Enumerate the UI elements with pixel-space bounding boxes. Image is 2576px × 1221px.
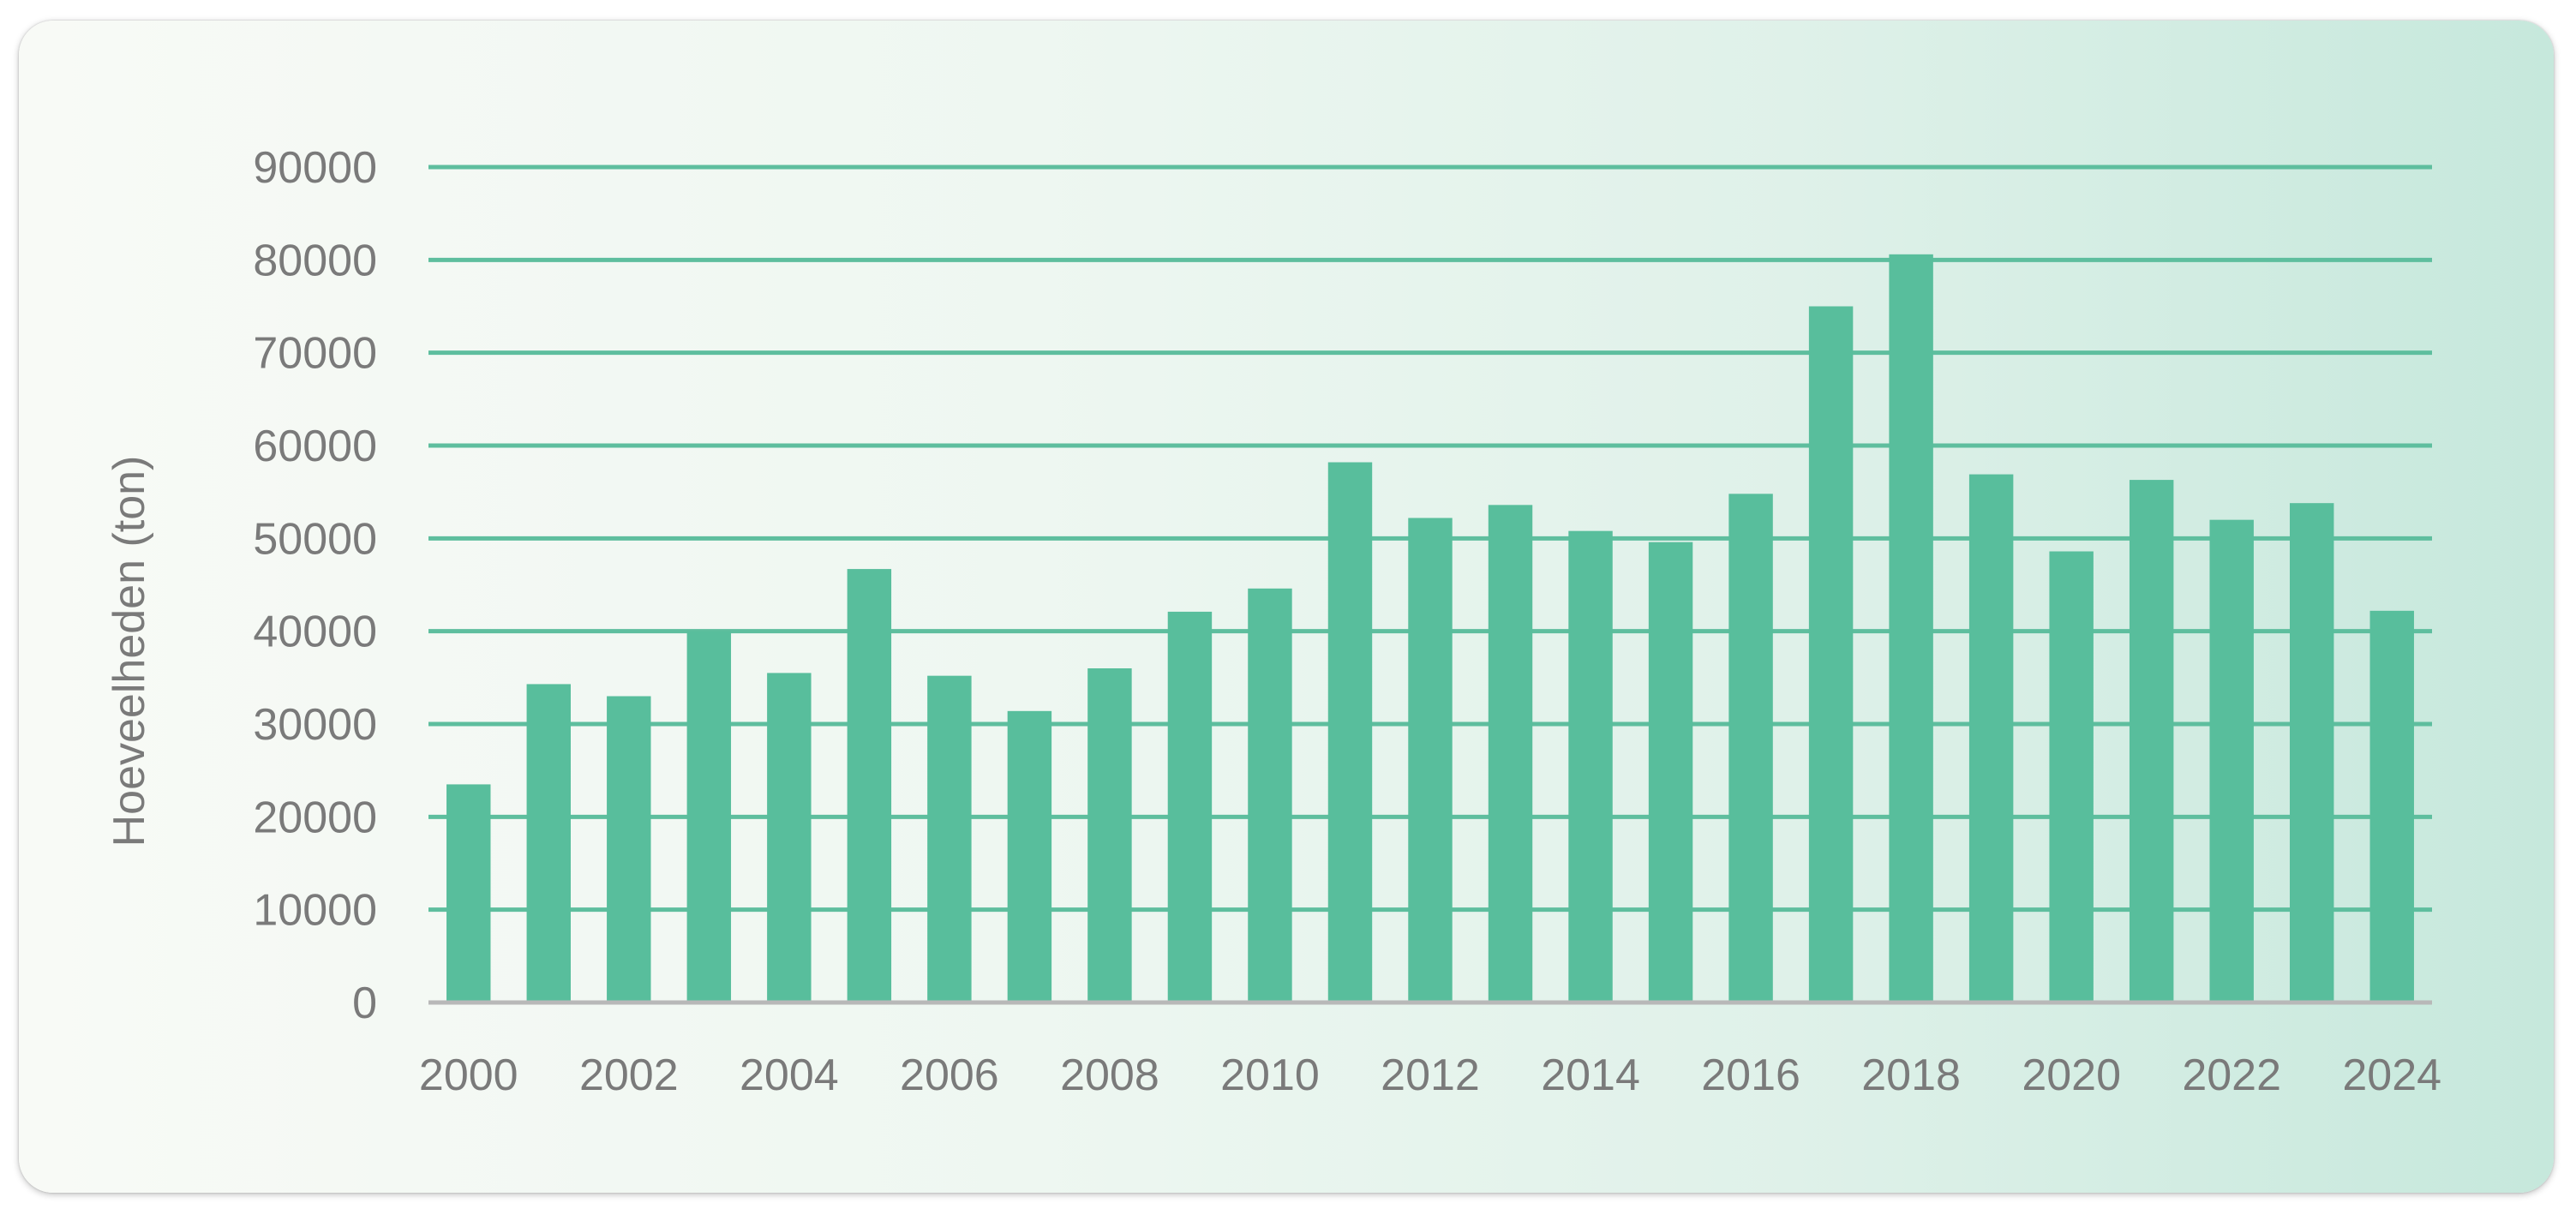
bar-2016	[1728, 494, 1773, 1003]
bar-2001	[526, 684, 571, 1003]
y-tick-label: 40000	[253, 608, 377, 657]
bar-2017	[1808, 306, 1854, 1003]
bar-2007	[1007, 710, 1052, 1003]
y-tick-label: 80000	[253, 236, 377, 285]
x-tick-label: 2016	[1701, 1050, 1800, 1100]
bar-2020	[2049, 551, 2094, 1003]
y-axis-title: Hoeveelheden (ton)	[105, 456, 154, 847]
x-tick-label: 2002	[579, 1050, 679, 1100]
bar-2003	[686, 631, 732, 1003]
bar-2021	[2129, 480, 2174, 1003]
y-tick-label: 10000	[253, 886, 377, 936]
bar-2000	[446, 784, 491, 1003]
bar-2022	[2209, 519, 2254, 1003]
y-tick-label: 30000	[253, 700, 377, 750]
bar-2024	[2369, 610, 2414, 1003]
bar-2011	[1327, 462, 1373, 1003]
x-tick-label: 2004	[740, 1050, 839, 1100]
bar-2015	[1648, 542, 1693, 1003]
x-tick-label: 2022	[2182, 1050, 2281, 1100]
bar-2013	[1488, 505, 1533, 1003]
y-tick-label: 50000	[253, 514, 377, 564]
y-tick-label: 60000	[253, 422, 377, 471]
bar-2004	[767, 673, 812, 1003]
y-tick-label: 90000	[253, 143, 377, 193]
bar-2005	[847, 569, 892, 1003]
bar-2008	[1087, 668, 1132, 1003]
x-tick-label: 2006	[900, 1050, 999, 1100]
bar-2002	[607, 696, 651, 1003]
bar-2010	[1248, 588, 1292, 1003]
y-axis-tick-labels: 0 10000 20000 30000 40000 50000 60000 70000 8000…	[253, 143, 377, 1028]
x-tick-label: 2012	[1381, 1050, 1480, 1100]
bar-2014	[1568, 530, 1613, 1003]
bar-2006	[927, 675, 972, 1003]
x-tick-label: 2020	[2022, 1050, 2121, 1100]
bar-2023	[2290, 503, 2334, 1003]
y-tick-label: 20000	[253, 793, 377, 842]
x-tick-label: 2008	[1060, 1050, 1159, 1100]
bar-2009	[1167, 611, 1213, 1003]
x-tick-label: 2024	[2342, 1050, 2441, 1100]
bar-2012	[1408, 518, 1453, 1003]
bars	[446, 254, 2414, 1003]
bar-2019	[1968, 474, 2014, 1003]
x-axis-tick-labels: 2000 2002 2004 2006 2008 2010 2012 2014 2016 2018…	[419, 1050, 2441, 1100]
x-tick-label: 2010	[1220, 1050, 1320, 1100]
x-tick-label: 2018	[1861, 1050, 1961, 1100]
x-tick-label: 2014	[1541, 1050, 1640, 1100]
bar-2018	[1889, 254, 1933, 1003]
x-tick-label: 2000	[419, 1050, 518, 1100]
y-tick-label: 0	[352, 979, 377, 1028]
y-tick-label: 70000	[253, 329, 377, 379]
